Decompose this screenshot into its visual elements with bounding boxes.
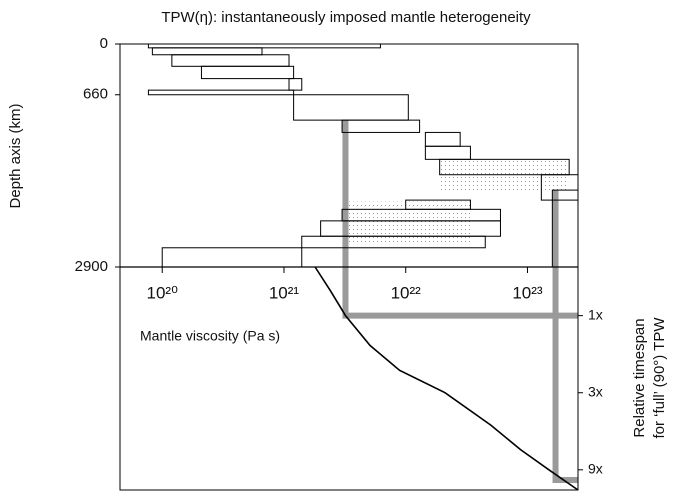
viscosity-layer (151, 47, 263, 56)
chart-title: TPW(η): instantaneously imposed mantle h… (161, 9, 531, 26)
y2-axis-label: for ‘full’ (90°) TPW (651, 317, 668, 439)
viscosity-layer (424, 131, 461, 147)
y2-axis-label: Relative timespan (631, 318, 648, 437)
viscosity-layer (147, 89, 295, 96)
y-axis-label: Depth axis (km) (7, 103, 24, 208)
x-tick-label: 10²² (391, 283, 422, 302)
viscosity-layer (147, 43, 381, 49)
y2-tick-label: 3x (588, 383, 603, 399)
viscosity-layer (301, 235, 486, 249)
viscosity-layer (424, 145, 471, 160)
shaded-range (342, 201, 471, 244)
viscosity-layer (161, 247, 303, 268)
viscosity-layer (293, 94, 409, 121)
viscosity-layer (171, 54, 290, 67)
y2-tick-label: 1x (588, 306, 603, 322)
viscosity-layer (288, 78, 303, 91)
y-tick-label: 2900 (75, 258, 108, 275)
x-tick-label: 10²³ (512, 283, 543, 302)
viscosity-layer (439, 158, 570, 176)
y-tick-label: 0 (100, 35, 108, 52)
x-tick-label: 10²⁰ (147, 283, 179, 302)
x-tick-label: 10²¹ (269, 283, 300, 302)
connector (552, 190, 578, 483)
timespan-curve (314, 266, 579, 491)
viscosity-layer (200, 65, 295, 80)
y2-tick-label: 9x (588, 461, 603, 477)
y-tick-label: 660 (83, 86, 108, 103)
viscosity-layer (341, 119, 421, 133)
x-axis-label: Mantle viscosity (Pa s) (140, 328, 280, 344)
